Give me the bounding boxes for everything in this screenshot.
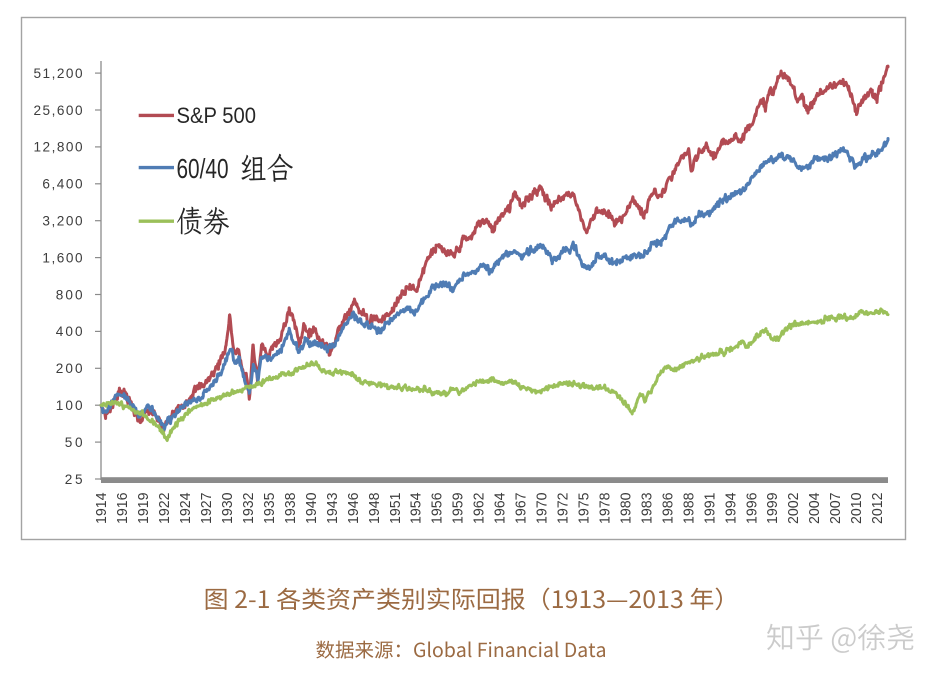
svg-text:1930: 1930: [220, 493, 236, 525]
svg-text:1983: 1983: [639, 493, 655, 525]
svg-text:1996: 1996: [744, 493, 760, 525]
svg-text:1948: 1948: [367, 493, 383, 525]
svg-text:1919: 1919: [136, 493, 152, 525]
svg-text:1967: 1967: [514, 493, 530, 525]
svg-text:1935: 1935: [262, 493, 278, 525]
svg-text:12,800: 12,800: [34, 140, 83, 155]
svg-text:1932: 1932: [241, 493, 257, 525]
svg-text:2002: 2002: [786, 493, 802, 525]
svg-text:S&P 500: S&P 500: [177, 103, 257, 128]
svg-text:60/40: 60/40: [177, 153, 229, 184]
svg-text:1964: 1964: [493, 493, 509, 525]
svg-text:1951: 1951: [388, 493, 404, 525]
svg-text:1999: 1999: [765, 493, 781, 525]
svg-text:1954: 1954: [409, 493, 425, 525]
svg-text:1975: 1975: [577, 493, 593, 525]
svg-text:2004: 2004: [807, 493, 823, 525]
svg-text:1938: 1938: [283, 493, 299, 525]
svg-text:1914: 1914: [94, 493, 110, 525]
svg-text:100: 100: [56, 398, 83, 413]
svg-text:1962: 1962: [472, 493, 488, 525]
svg-text:1,600: 1,600: [42, 250, 83, 265]
svg-text:1970: 1970: [535, 493, 551, 525]
svg-text:1978: 1978: [598, 493, 614, 525]
svg-text:1927: 1927: [199, 493, 215, 525]
svg-text:2012: 2012: [870, 493, 886, 525]
svg-text:1943: 1943: [325, 493, 341, 525]
svg-text:200: 200: [56, 361, 83, 376]
svg-text:1972: 1972: [556, 493, 572, 525]
svg-text:1940: 1940: [304, 493, 320, 525]
svg-text:1959: 1959: [451, 493, 467, 525]
svg-text:1946: 1946: [346, 493, 362, 525]
svg-text:400: 400: [56, 324, 83, 339]
svg-text:1980: 1980: [619, 493, 635, 525]
svg-text:1924: 1924: [178, 493, 194, 525]
svg-text:1956: 1956: [430, 493, 446, 525]
svg-text:6,400: 6,400: [42, 177, 83, 192]
svg-text:1922: 1922: [157, 493, 173, 525]
svg-text:2007: 2007: [828, 493, 844, 525]
svg-text:800: 800: [56, 287, 83, 302]
svg-text:1994: 1994: [723, 493, 739, 525]
svg-text:1986: 1986: [660, 493, 676, 525]
svg-text:1916: 1916: [115, 493, 131, 525]
svg-text:3,200: 3,200: [42, 214, 83, 229]
svg-text:1991: 1991: [702, 493, 718, 525]
svg-text:2010: 2010: [849, 493, 865, 525]
svg-text:1988: 1988: [681, 493, 697, 525]
svg-text:25,600: 25,600: [34, 103, 83, 118]
svg-text:51,200: 51,200: [34, 66, 83, 81]
